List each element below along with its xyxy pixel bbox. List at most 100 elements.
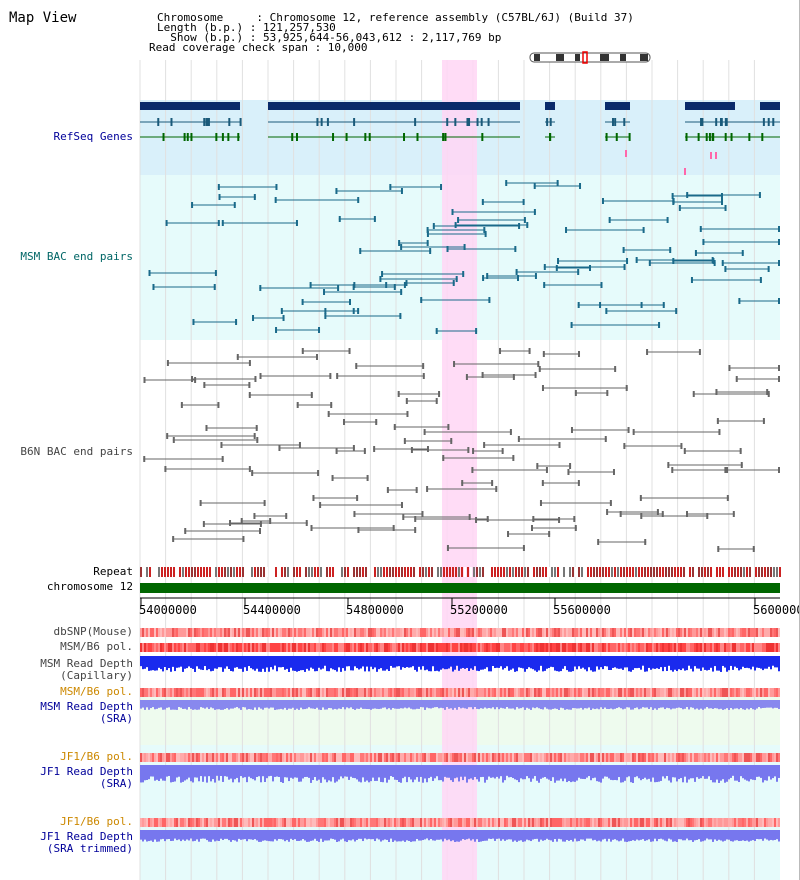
heat-cell xyxy=(454,818,456,827)
track-label-jf1-read-depth-sra[interactable]: JF1 Read Depth (SRA) xyxy=(40,765,133,790)
track-label-jf1-read-depth-trimmed[interactable]: JF1 Read Depth (SRA trimmed) xyxy=(40,830,133,855)
exon xyxy=(468,118,471,126)
bac-end xyxy=(248,382,251,388)
heat-cell xyxy=(306,688,308,697)
depth-bar xyxy=(774,765,776,777)
track-label-msm-b6-pol-2[interactable]: MSM/B6 pol. xyxy=(60,685,133,698)
heat-cell xyxy=(486,643,488,652)
bac-end xyxy=(426,231,429,237)
heat-cell xyxy=(626,628,628,637)
heat-cell xyxy=(262,628,264,637)
heat-cell xyxy=(210,628,212,637)
heat-cell xyxy=(686,688,688,697)
track-label-b6n-bac[interactable]: B6N BAC end pairs xyxy=(20,445,133,458)
heat-cell xyxy=(618,628,620,637)
depth-bar xyxy=(268,656,270,672)
track-label-chromosome[interactable]: chromosome 12 xyxy=(46,580,133,593)
depth-bar xyxy=(494,830,496,841)
bac-end xyxy=(533,209,536,215)
heat-cell xyxy=(578,818,580,827)
depth-bar xyxy=(686,700,688,708)
heat-cell xyxy=(750,753,752,762)
repeat-block xyxy=(179,567,181,577)
heat-cell xyxy=(462,688,464,697)
heat-cell xyxy=(756,688,758,697)
depth-bar xyxy=(626,830,628,842)
heat-cell xyxy=(442,643,444,652)
depth-bar xyxy=(250,656,252,669)
heat-cell xyxy=(476,628,478,637)
heat-cell xyxy=(620,628,622,637)
depth-bar xyxy=(306,656,308,669)
depth-bar xyxy=(568,830,570,841)
heat-cell xyxy=(294,753,296,762)
depth-bar xyxy=(304,700,306,710)
heat-cell xyxy=(298,688,300,697)
heat-cell xyxy=(510,628,512,637)
heat-cell xyxy=(584,643,586,652)
heat-cell xyxy=(516,628,518,637)
depth-bar xyxy=(658,656,660,669)
repeat-block xyxy=(206,567,208,577)
depth-bar xyxy=(766,830,768,840)
bac-end xyxy=(366,475,369,481)
heat-cell xyxy=(396,628,398,637)
heat-cell xyxy=(550,688,552,697)
ideogram-band xyxy=(640,54,648,61)
heat-cell xyxy=(622,643,624,652)
heat-cell xyxy=(478,628,480,637)
depth-bar xyxy=(224,765,226,777)
heat-cell xyxy=(464,753,466,762)
track-label-refseq-genes[interactable]: RefSeq Genes xyxy=(53,130,133,143)
depth-bar xyxy=(500,656,502,667)
depth-bar xyxy=(162,700,164,710)
bac-end xyxy=(318,327,321,333)
bac-end xyxy=(348,299,351,305)
heat-cell xyxy=(164,818,166,827)
track-label-msm-bac[interactable]: MSM BAC end pairs xyxy=(20,250,133,263)
track-label-jf1-b6-pol-2[interactable]: JF1/B6 pol. xyxy=(60,815,133,828)
heat-cell xyxy=(702,818,704,827)
depth-bar xyxy=(634,656,636,669)
heat-cell xyxy=(762,818,764,827)
bac-end xyxy=(499,348,502,354)
depth-bar xyxy=(476,656,478,671)
heat-cell xyxy=(244,818,246,827)
bac-end xyxy=(166,433,169,439)
heat-cell xyxy=(636,643,638,652)
depth-bar xyxy=(244,656,246,668)
heat-cell xyxy=(442,628,444,637)
bac-end xyxy=(481,199,484,205)
bac-end xyxy=(570,322,573,328)
heat-cell xyxy=(700,818,702,827)
heat-cell xyxy=(656,628,658,637)
heat-cell xyxy=(308,628,310,637)
depth-bar xyxy=(190,830,192,839)
heat-cell xyxy=(488,643,490,652)
depth-bar xyxy=(470,830,472,841)
track-label-msm-b6-pol-1[interactable]: MSM/B6 pol. xyxy=(60,640,133,653)
heat-cell xyxy=(264,818,266,827)
depth-bar xyxy=(610,830,612,842)
bac-end xyxy=(623,443,626,449)
heat-cell xyxy=(752,628,754,637)
depth-bar xyxy=(520,656,522,668)
repeat-block xyxy=(401,567,403,577)
depth-bar xyxy=(658,700,660,709)
bac-end xyxy=(455,276,458,282)
depth-bar xyxy=(206,700,208,708)
depth-bar xyxy=(726,765,728,782)
depth-bar xyxy=(386,830,388,840)
track-label-msm-read-depth-sra[interactable]: MSM Read Depth (SRA) xyxy=(40,700,133,725)
depth-bar xyxy=(204,765,206,777)
track-label-repeat[interactable]: Repeat xyxy=(93,565,133,578)
track-label-dbsnp[interactable]: dbSNP(Mouse) xyxy=(53,625,133,638)
depth-bar xyxy=(368,656,370,672)
heat-cell xyxy=(582,628,584,637)
heat-cell xyxy=(206,818,208,827)
track-label-msm-read-depth-capillary[interactable]: MSM Read Depth (Capillary) xyxy=(40,657,133,682)
repeat-block xyxy=(365,567,367,577)
track-label-jf1-b6-pol-1[interactable]: JF1/B6 pol. xyxy=(60,750,133,763)
heat-cell xyxy=(148,628,150,637)
